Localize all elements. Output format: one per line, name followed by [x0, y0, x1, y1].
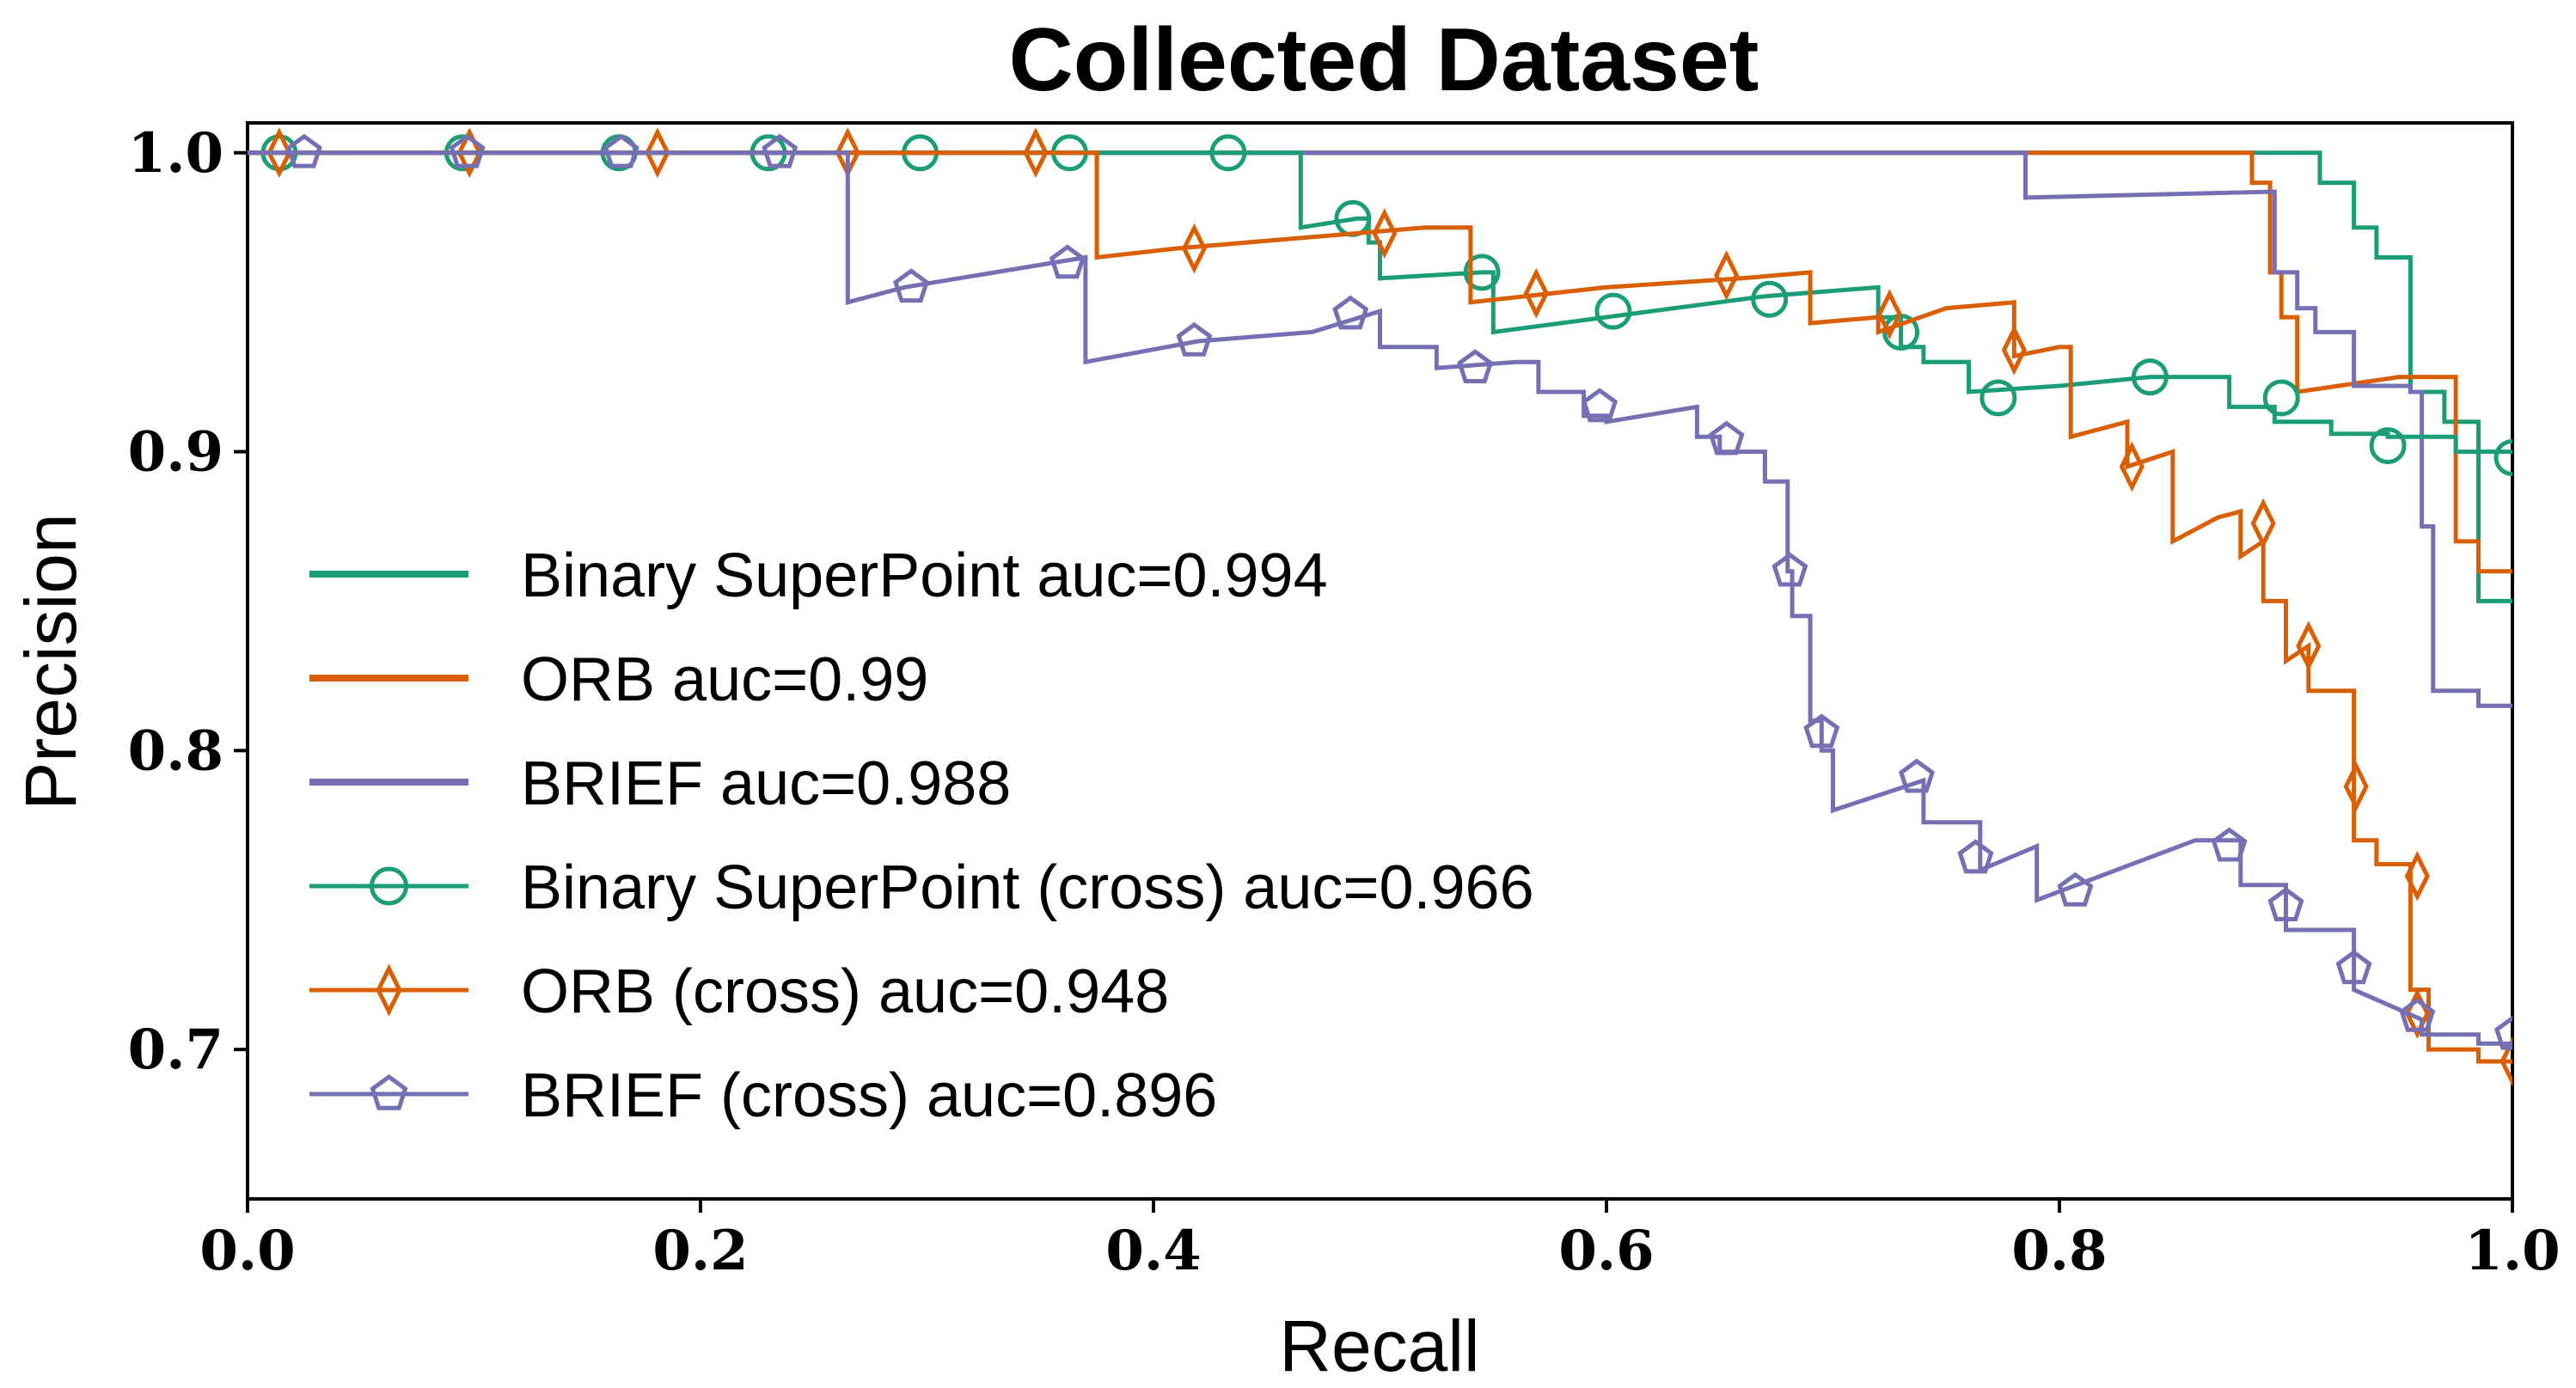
legend-marker-5 — [376, 963, 402, 1017]
data-point-6-5 — [893, 268, 930, 303]
legend-label-6: BRIEF (cross) auc=0.896 — [521, 1061, 1217, 1130]
data-point-5-3 — [645, 127, 670, 179]
series-3 — [248, 150, 2512, 708]
data-point-5-14 — [2296, 621, 2322, 671]
data-point-6-3 — [603, 133, 639, 168]
y-tick-label-1: 0.7 — [128, 1018, 223, 1082]
legend-item-1: Binary SuperPoint auc=0.994 — [309, 541, 1328, 610]
data-point-5-1 — [266, 127, 292, 179]
data-point-5-16 — [2404, 851, 2430, 902]
legend-label-5: ORB (cross) auc=0.948 — [521, 957, 1169, 1026]
data-point-6-19 — [2335, 950, 2372, 985]
series-6 — [248, 133, 2512, 1050]
data-point-6-15 — [1957, 839, 1994, 874]
series-2 — [248, 150, 2512, 574]
data-point-4-16 — [2369, 427, 2407, 465]
data-point-5-10 — [1876, 289, 1902, 339]
legend-marker-6 — [370, 1073, 408, 1110]
chart-title: Collected Dataset — [1009, 10, 1759, 110]
data-point-6-8 — [1332, 295, 1369, 330]
data-point-6-4 — [762, 133, 798, 168]
x-tick-label-1: 0.0 — [199, 1219, 295, 1283]
data-point-6-20 — [2399, 997, 2436, 1032]
data-point-5-7 — [1372, 208, 1398, 260]
data-point-5-12 — [2119, 441, 2145, 492]
y-tick-label-3: 0.9 — [128, 420, 223, 485]
data-point-5-15 — [2343, 761, 2369, 812]
axes-layer: 0.0 0.2 0.4 0.6 0.8 1.0 0.7 0.8 0.9 1.0 — [128, 121, 2561, 1283]
data-point-6-6 — [1049, 244, 1086, 279]
legend-item-2: ORB auc=0.99 — [309, 645, 928, 714]
data-point-4-10 — [1594, 292, 1632, 330]
data-point-5-18 — [2500, 1036, 2512, 1087]
legend-item-5: ORB (cross) auc=0.948 — [309, 957, 1169, 1026]
legend-marker-4 — [370, 866, 408, 906]
y-axis-label: Precision — [10, 513, 91, 810]
data-point-4-14 — [2131, 358, 2169, 396]
data-point-4-17 — [2493, 439, 2512, 477]
series-line-1 — [248, 150, 2512, 603]
legend-item-4: Binary SuperPoint (cross) auc=0.966 — [309, 853, 1534, 922]
data-point-6-10 — [1582, 388, 1618, 423]
data-point-4-7 — [1209, 134, 1247, 172]
data-point-5-2 — [456, 127, 482, 179]
data-point-6-7 — [1176, 321, 1213, 357]
legend-label-4: Binary SuperPoint (cross) auc=0.966 — [521, 853, 1534, 922]
data-point-6-14 — [1898, 758, 1936, 793]
x-tick-label-2: 0.2 — [652, 1219, 748, 1283]
data-point-6-1 — [285, 133, 322, 168]
data-point-5-5 — [1023, 127, 1049, 179]
data-point-6-17 — [2211, 827, 2248, 862]
data-point-6-9 — [1457, 349, 1494, 383]
data-point-4-13 — [1979, 379, 2017, 417]
series-line-3 — [248, 150, 2512, 708]
legend-label-1: Binary SuperPoint auc=0.994 — [521, 541, 1328, 610]
series-layer — [248, 127, 2512, 1087]
x-tick-label-4: 0.6 — [1558, 1219, 1654, 1283]
series-1 — [248, 150, 2512, 603]
x-axis-label: Recall — [1279, 1305, 1479, 1386]
data-point-5-8 — [1523, 267, 1549, 319]
x-tick-label-6: 1.0 — [2464, 1219, 2560, 1283]
y-tick-label-4: 1.0 — [128, 121, 223, 186]
x-tick-label-5: 0.8 — [2011, 1219, 2107, 1283]
data-point-6-2 — [449, 133, 486, 168]
data-point-4-9 — [1463, 254, 1501, 291]
data-point-6-11 — [1708, 420, 1745, 456]
data-point-4-15 — [2262, 379, 2300, 417]
data-point-6-12 — [1771, 552, 1808, 587]
y-tick-label-2: 0.8 — [128, 718, 223, 783]
data-point-6-16 — [2057, 871, 2094, 907]
x-tick-label-3: 0.4 — [1105, 1219, 1201, 1283]
series-line-4 — [248, 150, 2512, 455]
legend-label-3: BRIEF auc=0.988 — [521, 749, 1011, 818]
data-point-5-6 — [1181, 223, 1208, 274]
legend-item-3: BRIEF auc=0.988 — [309, 749, 1011, 818]
series-line-5 — [248, 150, 2512, 1064]
plot-area — [246, 121, 2514, 1201]
legend: Binary SuperPoint auc=0.994 ORB auc=0.99 B… — [309, 541, 1534, 1130]
data-point-6-18 — [2267, 887, 2304, 921]
series-line-2 — [248, 150, 2512, 574]
legend-item-6: BRIEF (cross) auc=0.896 — [309, 1061, 1217, 1130]
data-point-5-9 — [1714, 249, 1740, 301]
data-point-4-11 — [1751, 280, 1789, 318]
series-line-6 — [248, 150, 2512, 1046]
data-point-5-11 — [2001, 324, 2027, 376]
data-point-6-13 — [1803, 713, 1840, 749]
data-point-5-13 — [2250, 498, 2276, 549]
data-point-6-21 — [2493, 1015, 2512, 1050]
legend-label-2: ORB auc=0.99 — [521, 645, 928, 714]
